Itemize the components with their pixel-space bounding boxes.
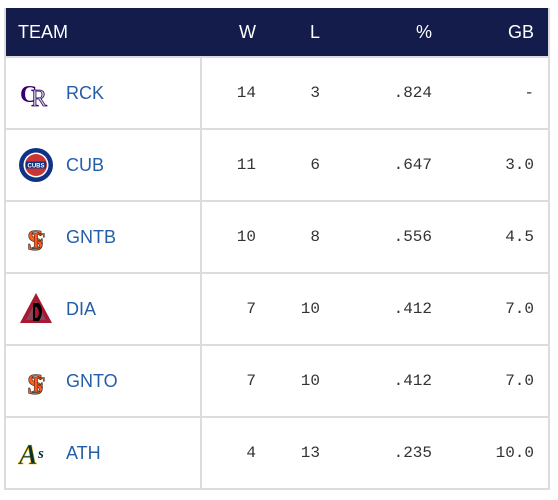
percentage-cell: .235 bbox=[393, 444, 432, 462]
games-behind-cell: 7.0 bbox=[505, 300, 534, 318]
losses-cell: 3 bbox=[310, 84, 320, 102]
team-name-link[interactable]: ATH bbox=[66, 442, 101, 463]
table-row: CUBS CUB 11 6 .647 3.0 bbox=[6, 128, 548, 200]
team-cell[interactable]: S F GNTO bbox=[6, 346, 202, 416]
svg-text:S: S bbox=[27, 224, 44, 255]
wins-cell: 14 bbox=[236, 84, 256, 102]
percentage-cell: .647 bbox=[393, 156, 432, 174]
header-games-behind[interactable]: GB bbox=[507, 21, 534, 42]
team-cell[interactable]: A s ATH bbox=[6, 418, 202, 488]
athletics-logo-icon: A s bbox=[18, 435, 54, 471]
svg-text:F: F bbox=[32, 372, 45, 397]
wins-cell: 4 bbox=[246, 444, 256, 462]
svg-text:R: R bbox=[31, 86, 47, 111]
losses-cell: 6 bbox=[310, 156, 320, 174]
giants-logo-icon: S F bbox=[18, 363, 54, 399]
table-header: TEAM W L % GB bbox=[6, 8, 548, 56]
losses-cell: 10 bbox=[300, 372, 320, 390]
team-cell[interactable]: CUBS CUB bbox=[6, 130, 202, 200]
standings-table: TEAM W L % GB C R RCK 14 3 .824 - bbox=[4, 8, 550, 490]
wins-cell: 10 bbox=[236, 228, 256, 246]
svg-text:F: F bbox=[32, 228, 45, 253]
losses-cell: 8 bbox=[310, 228, 320, 246]
team-cell[interactable]: DIA bbox=[6, 274, 202, 344]
giants-logo-icon: S F bbox=[18, 219, 54, 255]
team-cell[interactable]: S F GNTB bbox=[6, 202, 202, 272]
header-team[interactable]: TEAM bbox=[18, 21, 69, 42]
percentage-cell: .412 bbox=[393, 300, 432, 318]
games-behind-cell: 3.0 bbox=[505, 156, 534, 174]
table-row: A s ATH 4 13 .235 10.0 bbox=[6, 416, 548, 488]
rockies-logo-icon: C R bbox=[18, 75, 54, 111]
diamondbacks-logo-icon bbox=[18, 291, 54, 327]
games-behind-cell: 7.0 bbox=[505, 372, 534, 390]
percentage-cell: .412 bbox=[393, 372, 432, 390]
games-behind-cell: 4.5 bbox=[505, 228, 534, 246]
svg-text:C: C bbox=[20, 82, 37, 108]
table-row: DIA 7 10 .412 7.0 bbox=[6, 272, 548, 344]
percentage-cell: .556 bbox=[393, 228, 432, 246]
table-row: S F GNTB 10 8 .556 4.5 bbox=[6, 200, 548, 272]
header-losses[interactable]: L bbox=[309, 21, 320, 42]
table-row: S F GNTO 7 10 .412 7.0 bbox=[6, 344, 548, 416]
wins-cell: 7 bbox=[246, 300, 256, 318]
svg-text:s: s bbox=[37, 446, 44, 462]
games-behind-cell: - bbox=[524, 84, 534, 102]
team-name-link[interactable]: GNTO bbox=[66, 370, 118, 391]
header-wins[interactable]: W bbox=[239, 21, 256, 42]
losses-cell: 13 bbox=[300, 444, 320, 462]
team-name-link[interactable]: DIA bbox=[66, 298, 97, 319]
games-behind-cell: 10.0 bbox=[495, 444, 534, 462]
team-cell[interactable]: C R RCK bbox=[6, 58, 202, 128]
percentage-cell: .824 bbox=[393, 84, 432, 102]
team-name-link[interactable]: CUB bbox=[66, 154, 105, 175]
wins-cell: 11 bbox=[236, 156, 256, 174]
team-name-link[interactable]: RCK bbox=[66, 82, 105, 103]
header-win-percentage[interactable]: % bbox=[415, 21, 432, 42]
cubs-logo-icon: CUBS bbox=[18, 147, 54, 183]
team-name-link[interactable]: GNTB bbox=[66, 226, 117, 247]
svg-text:S: S bbox=[27, 368, 44, 399]
table-row: C R RCK 14 3 .824 - bbox=[6, 56, 548, 128]
losses-cell: 10 bbox=[300, 300, 320, 318]
wins-cell: 7 bbox=[246, 372, 256, 390]
svg-text:A: A bbox=[18, 440, 38, 471]
svg-text:CUBS: CUBS bbox=[27, 163, 44, 169]
